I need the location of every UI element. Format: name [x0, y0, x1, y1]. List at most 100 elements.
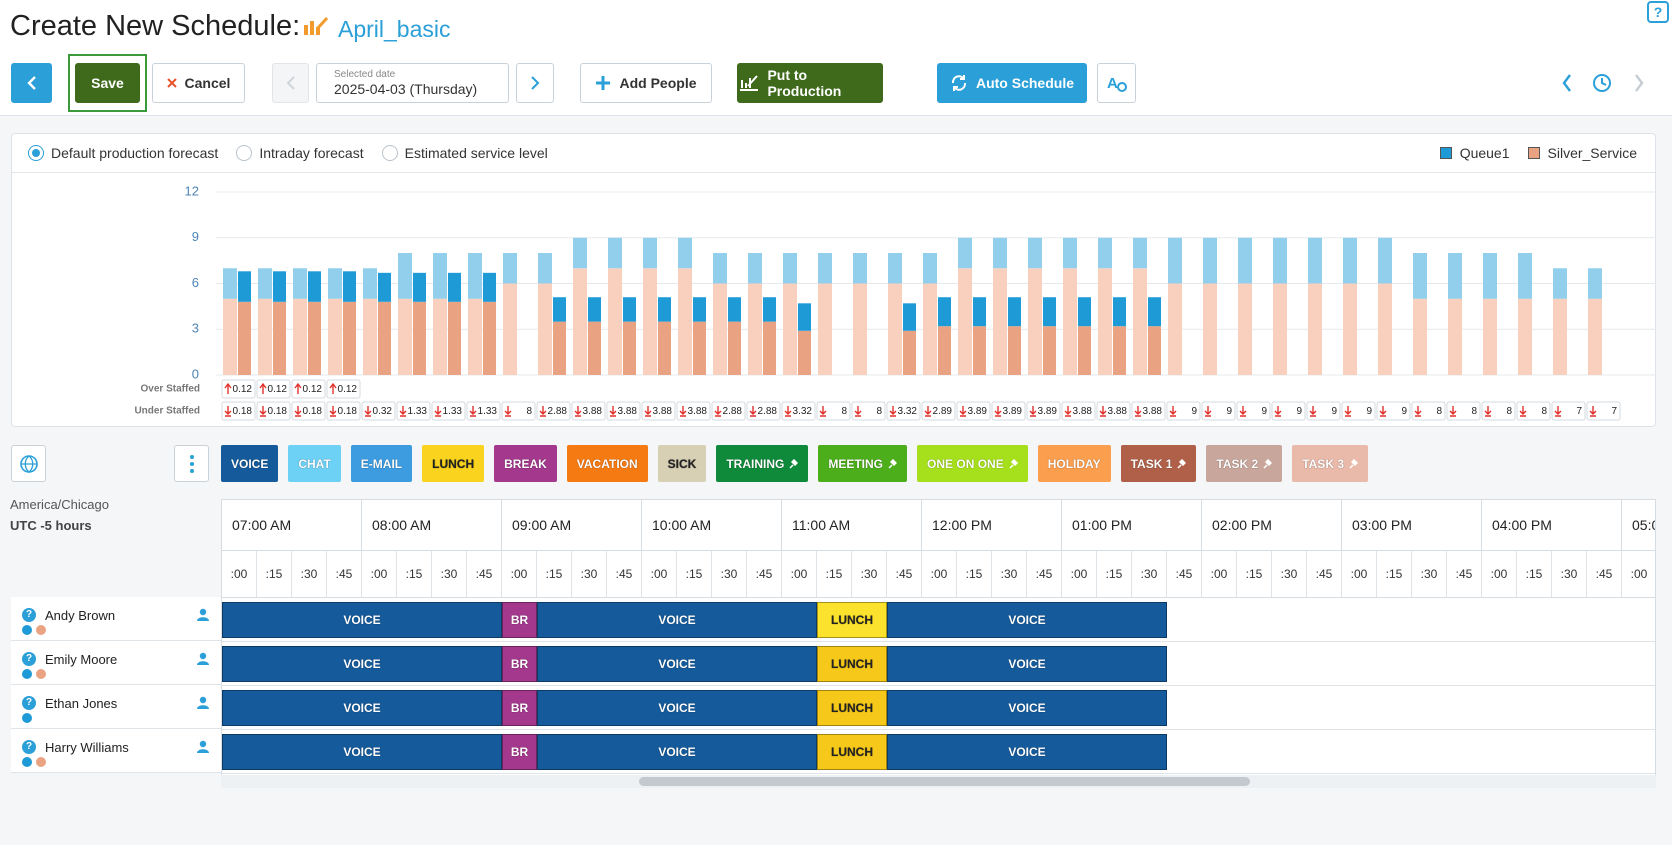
shift-block[interactable]: VOICE: [537, 602, 817, 638]
activity-chip[interactable]: TRAINING: [716, 445, 809, 482]
quarter-cell: :30: [1412, 551, 1447, 598]
bar: [888, 253, 902, 284]
bar: [1133, 237, 1147, 269]
shift-block[interactable]: VOICE: [887, 602, 1167, 638]
scrollbar-thumb[interactable]: [639, 777, 1250, 786]
shift-block[interactable]: LUNCH: [817, 602, 887, 638]
shift-block[interactable]: VOICE: [537, 690, 817, 726]
activity-label: TASK 1: [1130, 456, 1173, 471]
bar: [678, 237, 692, 269]
shift-block[interactable]: VOICE: [887, 646, 1167, 682]
person-icon[interactable]: [196, 696, 210, 710]
bar: [1518, 298, 1532, 375]
hour-cell: 05:00 PM: [1622, 500, 1655, 551]
activity-chip[interactable]: HOLIDAY: [1037, 445, 1111, 482]
forecast-option[interactable]: Default production forecast: [28, 145, 218, 161]
settings-button[interactable]: A: [1097, 63, 1136, 103]
shift-block[interactable]: LUNCH: [817, 690, 887, 726]
shift-block[interactable]: VOICE: [537, 646, 817, 682]
staffing-value: 2.88: [758, 406, 778, 417]
add-people-button[interactable]: Add People: [580, 63, 712, 103]
quarter-cell: :45: [1167, 551, 1202, 598]
legend: Queue1 Silver_Service: [1439, 145, 1637, 161]
bar: [553, 321, 566, 375]
under-icon: [609, 406, 617, 417]
over-icon: [329, 382, 337, 394]
activity-chip[interactable]: VOICE: [221, 445, 279, 482]
shift-block[interactable]: VOICE: [537, 734, 817, 770]
shift-block[interactable]: VOICE: [222, 690, 502, 726]
forecast-option[interactable]: Intraday forecast: [236, 145, 364, 161]
activity-chip[interactable]: VACATION: [566, 445, 648, 482]
history-nav[interactable]: [1558, 72, 1658, 94]
date-picker[interactable]: Selected date 2025-04-03 (Thursday): [316, 63, 509, 103]
put-to-production-button[interactable]: Put to Production: [737, 63, 883, 103]
bar: [643, 237, 657, 269]
help-badge: ?: [22, 652, 36, 666]
quarter-cell: :45: [1587, 551, 1622, 598]
activity-label: ONE ON ONE: [927, 456, 1004, 471]
person-icon[interactable]: [196, 740, 210, 754]
back-button[interactable]: [11, 63, 52, 103]
activity-chip[interactable]: LUNCH: [422, 445, 485, 482]
prev-date-button[interactable]: [272, 63, 309, 103]
hour-cell: 09:00 AM: [502, 500, 642, 551]
forecast-option[interactable]: Estimated service level: [381, 145, 548, 161]
staffing-value: 0.32: [373, 406, 393, 417]
shift-block[interactable]: VOICE: [887, 690, 1167, 726]
person-name: Harry Williams: [45, 740, 129, 755]
shift-label: VOICE: [658, 701, 696, 715]
activity-chip[interactable]: SICK: [657, 445, 707, 482]
under-icon: [539, 406, 547, 417]
staffing-value: 8: [1506, 406, 1512, 417]
under-icon: [329, 406, 337, 417]
activity-chip[interactable]: E-MAIL: [350, 445, 413, 482]
put-to-production-label: Put to Production: [767, 67, 842, 99]
bar: [693, 297, 706, 322]
staffing-value: 2.89: [933, 406, 953, 417]
activity-chip[interactable]: TASK 3: [1292, 445, 1368, 482]
radio: [236, 145, 253, 161]
shift-block[interactable]: VOICE: [887, 734, 1167, 770]
shift-block[interactable]: BR: [502, 602, 537, 638]
staffing-value: 3.88: [688, 406, 708, 417]
next-date-button[interactable]: [516, 63, 554, 103]
shift-block[interactable]: BR: [502, 646, 537, 682]
under-icon: [1519, 406, 1527, 417]
shift-label: VOICE: [1008, 701, 1046, 715]
bar: [1028, 268, 1042, 375]
shift-block[interactable]: VOICE: [222, 646, 502, 682]
staffing-value: 3.88: [618, 406, 638, 417]
activity-chip[interactable]: CHAT: [288, 445, 341, 482]
person-icon[interactable]: [196, 608, 210, 622]
pin-icon: [1177, 458, 1187, 469]
bar: [1098, 237, 1112, 269]
shift-block[interactable]: LUNCH: [817, 734, 887, 770]
shift-block[interactable]: VOICE: [222, 734, 502, 770]
quarter-cell: :30: [1552, 551, 1587, 598]
bar: [1168, 283, 1182, 375]
bar: [1148, 297, 1161, 327]
activity-chip[interactable]: TASK 1: [1120, 445, 1197, 482]
save-button[interactable]: Save: [75, 63, 140, 103]
shift-block[interactable]: BR: [502, 734, 537, 770]
timezone-button[interactable]: [11, 445, 46, 482]
activity-chip[interactable]: MEETING: [818, 445, 908, 482]
name-row: ? Andy Brown: [11, 597, 221, 641]
staffing-label: Under Staffed: [134, 406, 200, 417]
shift-block[interactable]: BR: [502, 690, 537, 726]
auto-schedule-button[interactable]: Auto Schedule: [937, 63, 1087, 103]
help-icon[interactable]: ?: [1646, 0, 1670, 26]
person-icon[interactable]: [196, 652, 210, 666]
more-button[interactable]: [174, 445, 209, 482]
shift-block[interactable]: VOICE: [222, 602, 502, 638]
skill-dot: [36, 625, 46, 635]
shift-block[interactable]: LUNCH: [817, 646, 887, 682]
activity-chip[interactable]: ONE ON ONE: [917, 445, 1028, 482]
cancel-button[interactable]: Cancel: [152, 63, 245, 103]
under-icon: [679, 406, 687, 417]
activity-chip[interactable]: TASK 2: [1206, 445, 1283, 482]
bar: [448, 301, 461, 375]
activity-chip[interactable]: BREAK: [494, 445, 557, 482]
